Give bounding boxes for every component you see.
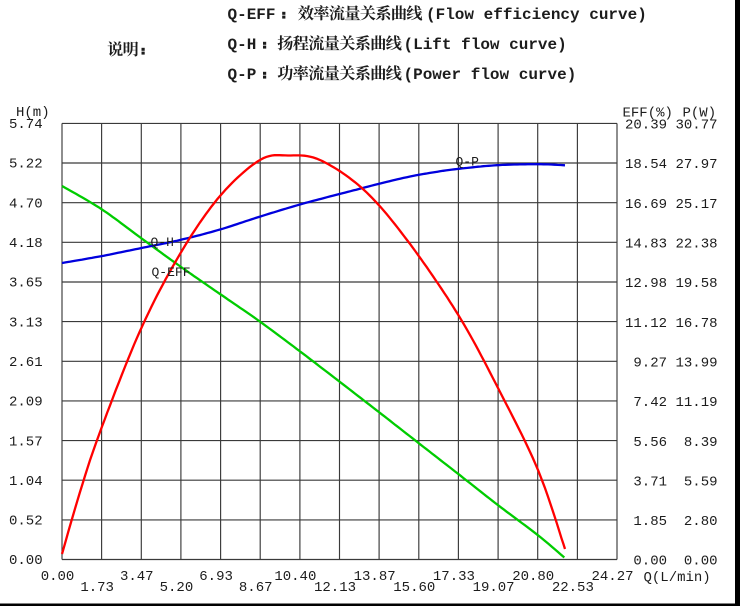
svg-text:6.93: 6.93 <box>199 569 233 585</box>
svg-text:(Lift flow curve): (Lift flow curve) <box>404 36 567 54</box>
svg-text:EFF(%): EFF(%) <box>623 106 673 122</box>
svg-text:8.39: 8.39 <box>684 435 718 451</box>
svg-text:20.39: 20.39 <box>625 118 667 134</box>
svg-text:2.09: 2.09 <box>9 395 43 411</box>
svg-text:0.00: 0.00 <box>9 553 43 569</box>
svg-text:(Flow efficiency curve): (Flow efficiency curve) <box>426 6 647 24</box>
svg-text:3.47: 3.47 <box>120 569 154 585</box>
svg-text:3.13: 3.13 <box>9 315 43 331</box>
svg-text:Q-P: Q-P <box>228 66 257 84</box>
svg-text:27.97: 27.97 <box>675 157 717 173</box>
svg-text:1.73: 1.73 <box>80 580 114 596</box>
svg-text:3.65: 3.65 <box>9 276 43 292</box>
svg-text:(Power flow curve): (Power flow curve) <box>404 66 577 84</box>
svg-text:9.27: 9.27 <box>633 355 667 371</box>
svg-text:Q-H: Q-H <box>228 36 257 54</box>
svg-text:Q(L/min): Q(L/min) <box>644 570 711 586</box>
svg-text:5.74: 5.74 <box>9 117 43 133</box>
svg-text:10.40: 10.40 <box>274 569 316 585</box>
svg-text:4.18: 4.18 <box>9 236 43 252</box>
svg-text:P(W): P(W) <box>683 106 717 122</box>
svg-text:22.53: 22.53 <box>552 580 594 596</box>
svg-text:Q-H: Q-H <box>151 235 174 250</box>
svg-text:19.07: 19.07 <box>473 580 515 596</box>
svg-text:18.54: 18.54 <box>625 157 667 173</box>
svg-text:20.80: 20.80 <box>512 569 554 585</box>
svg-text:19.58: 19.58 <box>675 276 717 292</box>
svg-text:2.80: 2.80 <box>684 514 718 530</box>
svg-text:1.57: 1.57 <box>9 434 43 450</box>
svg-text:22.38: 22.38 <box>675 237 717 253</box>
svg-text:12.13: 12.13 <box>314 580 356 596</box>
svg-text:1.85: 1.85 <box>633 514 667 530</box>
svg-text:13.87: 13.87 <box>354 569 396 585</box>
svg-text:11.12: 11.12 <box>625 316 667 332</box>
svg-text:0.00: 0.00 <box>633 554 667 570</box>
svg-text:7.42: 7.42 <box>633 395 667 411</box>
svg-text:24.27: 24.27 <box>591 569 633 585</box>
svg-text:3.71: 3.71 <box>633 474 667 490</box>
svg-text:Q-EFF: Q-EFF <box>228 6 276 24</box>
svg-text:0.00: 0.00 <box>684 554 718 570</box>
svg-text:11.19: 11.19 <box>675 395 717 411</box>
svg-text:17.33: 17.33 <box>433 569 475 585</box>
svg-text:16.78: 16.78 <box>675 316 717 332</box>
svg-text:4.70: 4.70 <box>9 196 43 212</box>
svg-text:15.60: 15.60 <box>393 580 435 596</box>
svg-text:1.04: 1.04 <box>9 474 43 490</box>
svg-text:H(m): H(m) <box>16 105 50 121</box>
svg-text:5.59: 5.59 <box>684 474 718 490</box>
svg-text:25.17: 25.17 <box>675 197 717 213</box>
svg-text:0.52: 0.52 <box>9 514 43 530</box>
svg-text:30.77: 30.77 <box>675 118 717 134</box>
svg-text:Q-P: Q-P <box>456 155 480 170</box>
svg-text:0.00: 0.00 <box>41 569 75 585</box>
svg-text:8.67: 8.67 <box>239 580 273 596</box>
svg-text:5.20: 5.20 <box>160 580 194 596</box>
svg-text:5.22: 5.22 <box>9 157 43 173</box>
svg-text:12.98: 12.98 <box>625 276 667 292</box>
svg-text:16.69: 16.69 <box>625 197 667 213</box>
svg-text:13.99: 13.99 <box>675 355 717 371</box>
svg-text:5.56: 5.56 <box>633 435 667 451</box>
svg-text:2.61: 2.61 <box>9 355 43 371</box>
svg-text:14.83: 14.83 <box>625 237 667 253</box>
svg-text:Q-EFF: Q-EFF <box>152 265 191 280</box>
